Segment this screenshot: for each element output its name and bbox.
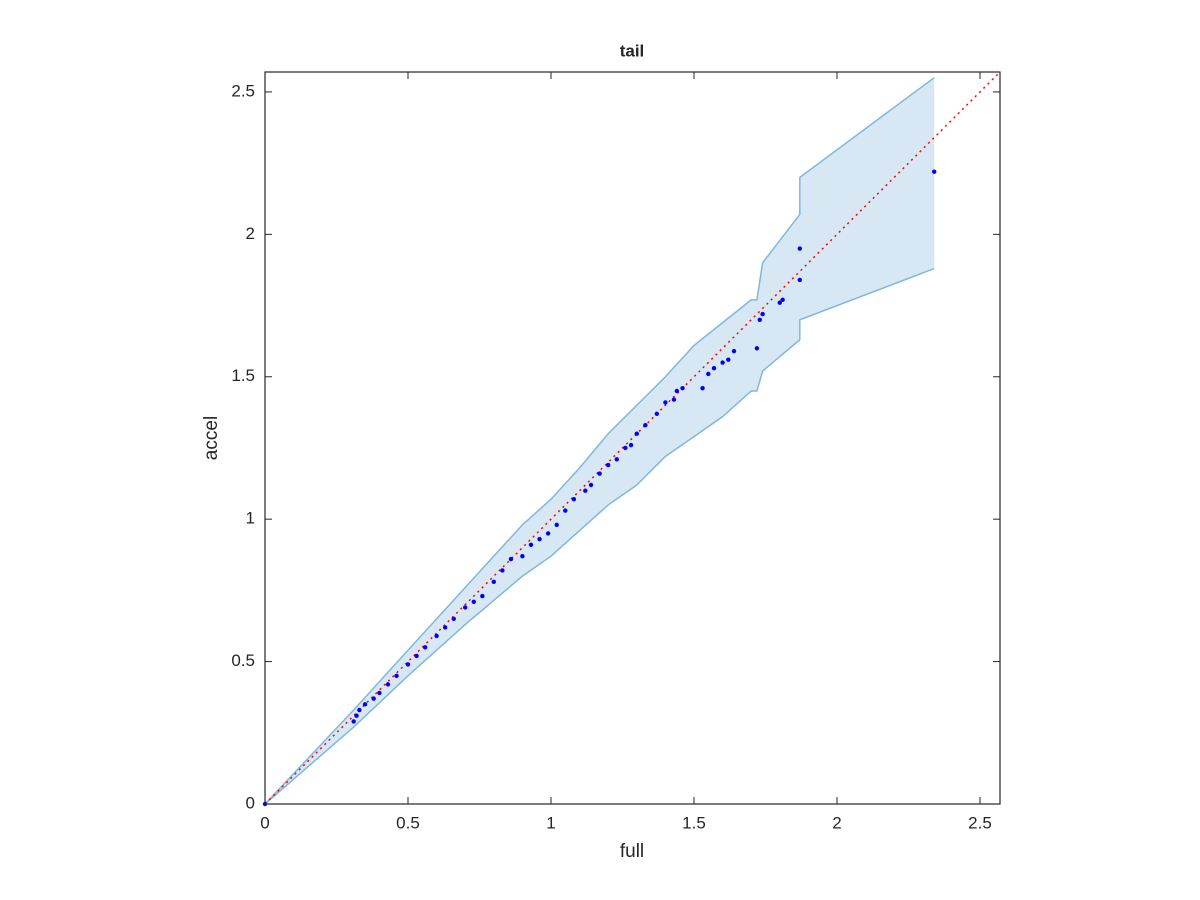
x-tick-label: 2.5: [968, 813, 992, 832]
point: [680, 385, 685, 391]
x-tick-label: 2: [832, 813, 841, 832]
point: [520, 554, 525, 559]
point: [671, 397, 677, 402]
point: [754, 346, 760, 351]
point: [932, 169, 937, 174]
point: [451, 616, 456, 622]
point: [623, 445, 628, 451]
point: [720, 360, 725, 365]
point: [643, 422, 648, 428]
point: [528, 542, 534, 548]
point: [571, 497, 577, 502]
point: [583, 488, 588, 493]
point: [757, 317, 762, 322]
point: [545, 531, 551, 536]
x-tick-label: 0: [260, 813, 269, 832]
y-tick-label: 1: [246, 509, 255, 528]
point: [654, 411, 660, 416]
x-tick-label: 0.5: [396, 813, 420, 832]
point: [385, 682, 391, 687]
y-tick-label: 0.5: [231, 651, 255, 670]
point: [537, 536, 542, 542]
y-axis-label: accel: [201, 416, 222, 460]
point: [354, 713, 359, 718]
point: [508, 556, 514, 562]
point: [797, 277, 803, 283]
point: [405, 662, 411, 667]
band-upper: [264, 77, 935, 805]
point: [362, 702, 368, 707]
point: [731, 348, 737, 354]
point: [597, 471, 602, 476]
point: [500, 568, 505, 573]
axes-box: [264, 71, 1001, 805]
point: [434, 633, 439, 639]
reference-line: [264, 71, 1001, 805]
point: [462, 605, 468, 610]
point: [442, 625, 448, 630]
point: [760, 311, 765, 317]
point: [780, 297, 785, 303]
point: [351, 719, 356, 724]
point: [726, 357, 731, 362]
point: [394, 673, 399, 679]
point: [563, 508, 568, 513]
x-tick-label: 1: [546, 813, 555, 832]
point: [554, 522, 559, 528]
y-tick-label: 2: [246, 224, 255, 243]
point: [663, 400, 668, 405]
point: [614, 457, 619, 462]
point: [414, 653, 419, 659]
point: [471, 599, 476, 604]
y-tick-label: 2.5: [231, 81, 255, 100]
point: [480, 593, 485, 599]
point: [605, 462, 611, 468]
point: [628, 442, 634, 448]
chart-title: tail: [620, 41, 645, 60]
point: [377, 690, 382, 696]
y-tick-label: 1.5: [231, 366, 255, 385]
x-tick-label: 1.5: [682, 813, 706, 832]
band-lower: [264, 267, 935, 805]
point: [422, 645, 428, 650]
point: [634, 431, 639, 436]
point: [777, 300, 782, 305]
y-tick-label: 0: [246, 793, 255, 812]
confidence-band: [265, 77, 935, 805]
x-axis-label: full: [620, 841, 644, 862]
point: [588, 482, 594, 488]
point: [706, 371, 711, 377]
point: [674, 388, 680, 394]
point: [371, 696, 376, 701]
point: [711, 366, 717, 371]
point: [491, 579, 496, 585]
point: [797, 246, 803, 251]
point: [700, 385, 705, 391]
point: [357, 707, 362, 713]
